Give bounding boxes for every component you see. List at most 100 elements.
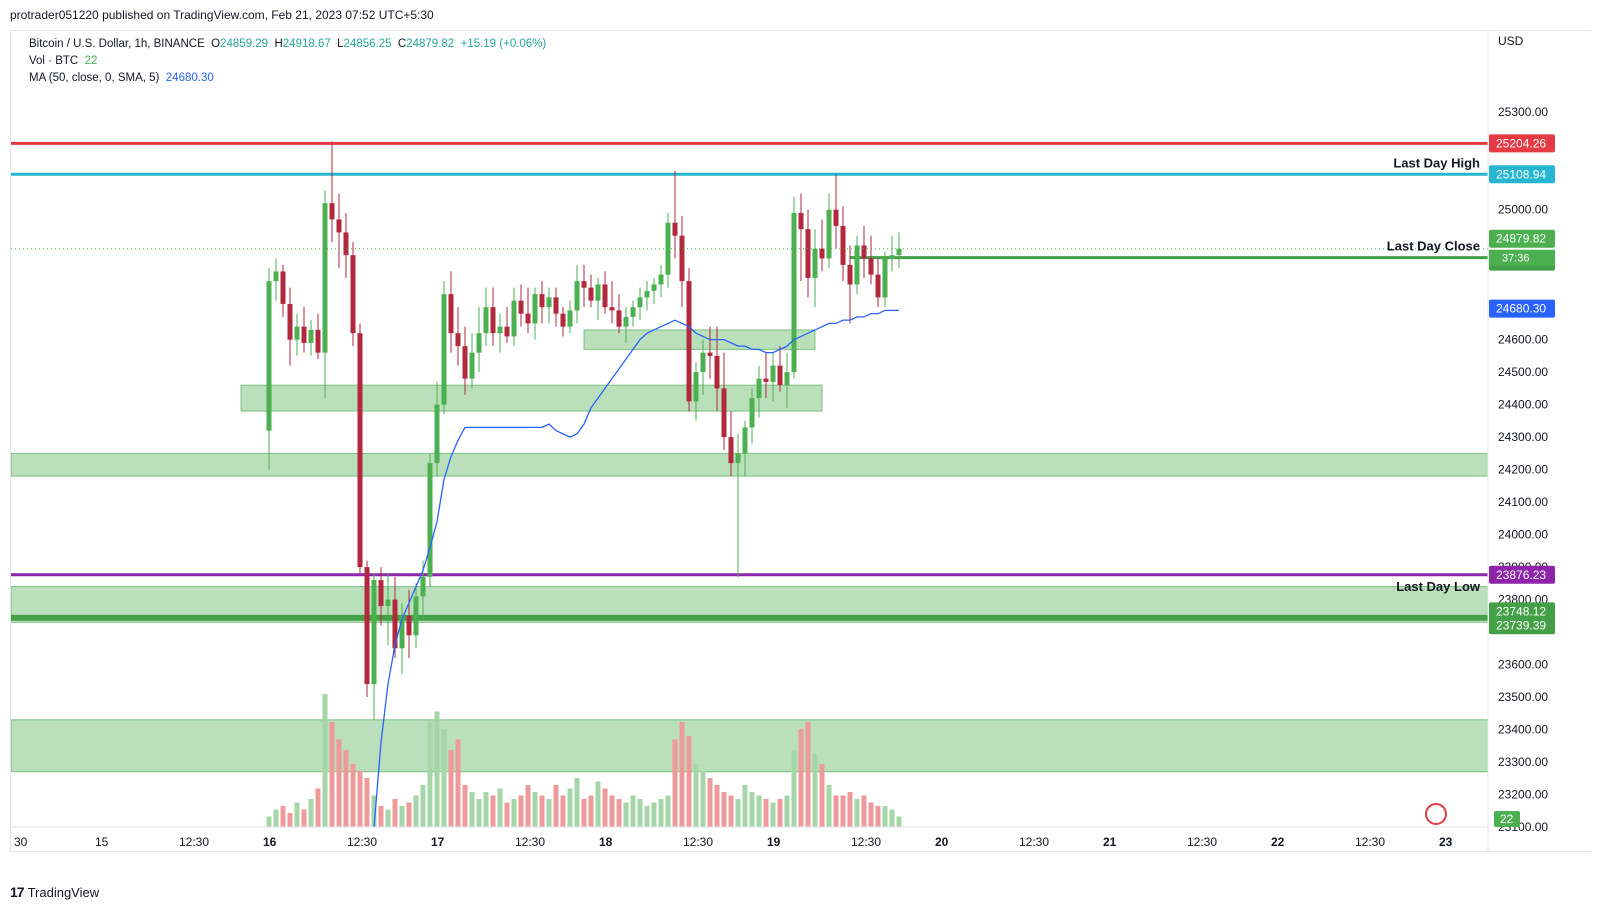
volume-bar	[826, 785, 832, 827]
moving-average-line	[373, 309, 899, 828]
candle-body	[434, 404, 440, 464]
volume-bar	[441, 729, 447, 827]
line-label-last-day-high: Last Day High	[1393, 155, 1480, 170]
candle-body	[294, 326, 300, 340]
chart-area[interactable]: 25300.0025000.0024900.0024700.0024600.00…	[10, 30, 1591, 852]
volume-bar	[693, 764, 699, 827]
candle-body	[784, 372, 790, 386]
volume-bar	[350, 764, 356, 827]
candle-body	[483, 307, 489, 334]
legend-ma-label: MA (50, close, 0, SMA, 5)	[29, 72, 160, 84]
last-day-low-tag-label: 23876.23	[1496, 568, 1546, 582]
volume-bar	[637, 799, 643, 827]
candle-body	[791, 212, 797, 373]
volume-bar	[770, 802, 776, 827]
candle-body	[560, 313, 566, 327]
volume-bar	[427, 722, 433, 827]
candle-body	[749, 398, 755, 428]
candle-body	[364, 567, 370, 685]
volume-bar	[420, 785, 426, 827]
volume-bar	[518, 795, 524, 827]
x-tick-label: 12:30	[515, 835, 545, 849]
candle-body	[413, 596, 419, 636]
volume-bar	[658, 799, 664, 827]
candle-body	[357, 333, 363, 568]
legend-low: 24856.25	[343, 38, 392, 50]
volume-bar	[343, 750, 349, 827]
candle-body	[399, 615, 405, 649]
volume-bar	[539, 795, 545, 827]
x-tick-label: 19	[767, 835, 781, 849]
candle-body	[315, 329, 321, 353]
current-price-tag	[1489, 229, 1555, 248]
last-day-low-tag	[1489, 565, 1555, 584]
candle-body	[476, 333, 482, 353]
candle-body	[777, 365, 783, 386]
volume-bar	[840, 795, 846, 827]
candle-body	[861, 245, 867, 259]
x-tick-label: 21	[1103, 835, 1117, 849]
volume-bar	[805, 722, 811, 827]
candle-body	[266, 281, 272, 431]
x-tick-label: 22	[1271, 835, 1285, 849]
volume-bar	[896, 816, 902, 827]
volume-bar	[819, 764, 825, 827]
x-tick-label: 18	[599, 835, 613, 849]
y-tick-label: 24000.00	[1498, 528, 1548, 542]
green-b-tag	[1489, 616, 1555, 635]
legend-ma-row: MA (50, close, 0, SMA, 5) 24680.30	[29, 70, 214, 87]
candle-body	[798, 212, 804, 230]
candle-body	[532, 294, 538, 324]
volume-bar	[777, 799, 783, 827]
candlestick-chart[interactable]: 25300.0025000.0024900.0024700.0024600.00…	[11, 31, 1591, 851]
x-tick-label: 12:30	[179, 835, 209, 849]
y-tick-label: 24600.00	[1498, 333, 1548, 347]
us-flag-icon	[1425, 803, 1447, 825]
candle-body	[882, 258, 888, 298]
volume-bar	[322, 694, 328, 827]
volume-bar	[847, 792, 853, 827]
footer-branding: 17 TradingView	[10, 884, 99, 900]
candle-body	[539, 294, 545, 308]
countdown-tag	[1489, 249, 1555, 266]
candle-body	[763, 378, 769, 382]
volume-bar	[308, 799, 314, 827]
y-tick-label: 23300.00	[1498, 755, 1548, 769]
candle-body	[525, 313, 531, 324]
volume-bar	[301, 809, 307, 827]
candle-body	[322, 203, 328, 353]
red-tag-label: 25204.26	[1496, 136, 1546, 150]
ma-price-tag	[1489, 299, 1555, 318]
candle-body	[581, 281, 587, 288]
x-tick-label: 23	[1439, 835, 1453, 849]
candle-body	[504, 326, 510, 337]
volume-bar	[679, 722, 685, 827]
volume-bar	[406, 802, 412, 827]
volume-bar	[294, 802, 300, 827]
candle-body	[490, 307, 496, 334]
candle-body	[826, 209, 832, 259]
candle-body	[714, 355, 720, 389]
x-tick-label: 12:30	[851, 835, 881, 849]
candle-body	[889, 255, 895, 259]
candle-body	[637, 297, 643, 308]
volume-bar	[574, 778, 580, 827]
legend-volume-label: Vol · BTC	[29, 55, 79, 67]
candle-body	[707, 352, 713, 356]
support-zone-0	[583, 329, 816, 350]
last-day-high-tag	[1489, 165, 1555, 184]
volume-bar	[735, 799, 741, 827]
candle-body	[875, 274, 881, 298]
legend-volume-row: Vol · BTC 22	[29, 53, 97, 70]
volume-bar	[476, 799, 482, 827]
candle-body	[847, 264, 853, 285]
candle-body	[469, 352, 475, 379]
volume-bar	[623, 802, 629, 827]
candle-body	[686, 281, 692, 402]
candle-body	[574, 281, 580, 311]
volume-bar	[455, 739, 461, 827]
candle-body	[420, 576, 426, 597]
volume-bar	[315, 788, 321, 827]
candle-body	[700, 352, 706, 373]
volume-bar	[749, 792, 755, 827]
